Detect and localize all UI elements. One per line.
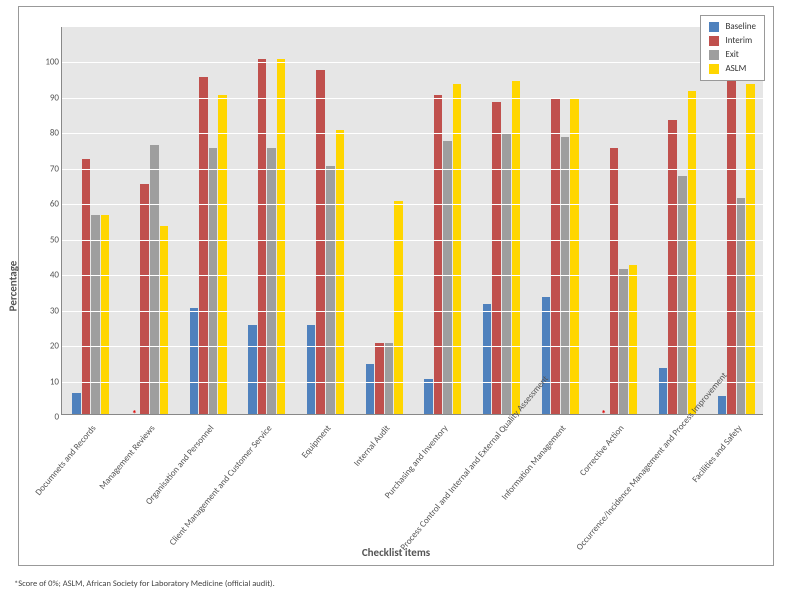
bar-baseline: [190, 308, 199, 414]
chart-box: Percentage 0102030405060708090100 Documn…: [18, 6, 774, 566]
bar-aslm: [570, 98, 579, 414]
y-tick-label: 0: [43, 412, 59, 423]
legend-item-baseline: Baseline: [709, 20, 756, 34]
bar-interim: [610, 148, 619, 414]
x-tick-label: Process Control and Internal and Externa…: [398, 423, 509, 553]
grid-line: [62, 240, 763, 241]
bar-interim: [434, 95, 443, 414]
bar-baseline: [483, 304, 492, 414]
bar-baseline: [72, 393, 81, 414]
bar-baseline: [659, 368, 668, 414]
grid-line: [62, 204, 763, 205]
legend-label: ASLM: [725, 62, 746, 76]
bar-aslm: [336, 130, 345, 414]
y-tick-label: 60: [43, 199, 59, 210]
bar-exit: [678, 176, 687, 414]
x-tick-label: Documnets and Records: [0, 423, 99, 553]
bar-baseline: [542, 297, 551, 414]
x-tick-label: Client Management and Customer Service: [163, 423, 274, 553]
legend-label: Baseline: [725, 20, 756, 34]
bar-interim: [316, 70, 325, 414]
x-tick-label: Purchasing and Inventory: [339, 423, 450, 553]
y-tick-label: 20: [43, 341, 59, 352]
legend-item-interim: Interim: [709, 34, 756, 48]
y-tick-label: 40: [43, 270, 59, 281]
x-tick-label: Corrective Action: [515, 423, 626, 553]
y-tick-label: 70: [43, 163, 59, 174]
bar-interim: [140, 184, 149, 414]
plot-area: [61, 27, 763, 415]
bar-exit: [209, 148, 218, 414]
x-tick-label: Organisation and Personnel: [105, 423, 216, 553]
legend-swatch: [709, 36, 719, 46]
bar-aslm: [101, 215, 110, 414]
bar-interim: [492, 102, 501, 414]
y-tick-label: 100: [43, 57, 59, 68]
legend-swatch: [709, 64, 719, 74]
grid-line: [62, 62, 763, 63]
grid-line: [62, 169, 763, 170]
footnote: *Score of 0%; ASLM, African Society for …: [14, 579, 275, 589]
grid-line: [62, 98, 763, 99]
bar-aslm: [688, 91, 697, 414]
bar-interim: [258, 59, 267, 414]
bar-exit: [150, 145, 159, 414]
zero-score-star: *: [601, 407, 606, 420]
x-tick-label: Occurrence/Incidence Management and Proc…: [574, 423, 685, 553]
y-tick-label: 80: [43, 128, 59, 139]
y-tick-label: 30: [43, 305, 59, 316]
x-tick-label: Internal Audit: [281, 423, 392, 553]
bar-aslm: [218, 95, 227, 414]
x-axis-label: Checklist items: [362, 546, 430, 559]
legend-label: Exit: [725, 48, 738, 62]
bar-aslm: [160, 226, 169, 414]
bar-baseline: [248, 325, 257, 414]
legend-swatch: [709, 22, 719, 32]
legend: BaselineInterimExitASLM: [700, 15, 765, 81]
bar-interim: [199, 77, 208, 414]
bar-interim: [668, 120, 677, 414]
zero-score-star: *: [132, 407, 137, 420]
grid-line: [62, 346, 763, 347]
bar-exit: [267, 148, 276, 414]
legend-swatch: [709, 50, 719, 60]
x-tick-label: Equipment: [222, 423, 333, 553]
bar-exit: [502, 134, 511, 414]
grid-line: [62, 133, 763, 134]
x-tick-label: Management Reviews: [46, 423, 157, 553]
bar-baseline: [424, 379, 433, 414]
y-tick-label: 10: [43, 376, 59, 387]
grid-line: [62, 382, 763, 383]
bar-baseline: [718, 396, 727, 414]
x-tick-label: Facilities and Safety: [633, 423, 744, 553]
bar-aslm: [277, 59, 286, 414]
bar-exit: [91, 215, 100, 414]
legend-item-aslm: ASLM: [709, 62, 756, 76]
bars-layer: [62, 27, 763, 414]
y-tick-label: 50: [43, 234, 59, 245]
bar-aslm: [629, 265, 638, 414]
bar-baseline: [366, 364, 375, 414]
bar-exit: [326, 166, 335, 414]
bar-baseline: [307, 325, 316, 414]
legend-item-exit: Exit: [709, 48, 756, 62]
bar-interim: [551, 98, 560, 414]
y-axis-label: Percentage: [7, 261, 20, 312]
bar-aslm: [512, 81, 521, 414]
bar-exit: [619, 269, 628, 414]
grid-line: [62, 311, 763, 312]
bar-exit: [385, 343, 394, 414]
grid-line: [62, 417, 763, 418]
y-tick-label: 90: [43, 92, 59, 103]
legend-label: Interim: [725, 34, 752, 48]
figure-wrap: Percentage 0 10 20 30 40 50 60 70 80 90 100 Documn…: [0, 0, 787, 593]
grid-line: [62, 275, 763, 276]
bar-exit: [443, 141, 452, 414]
bar-interim: [375, 343, 384, 414]
bar-interim: [82, 159, 91, 414]
x-tick-label: Information Management: [457, 423, 568, 553]
